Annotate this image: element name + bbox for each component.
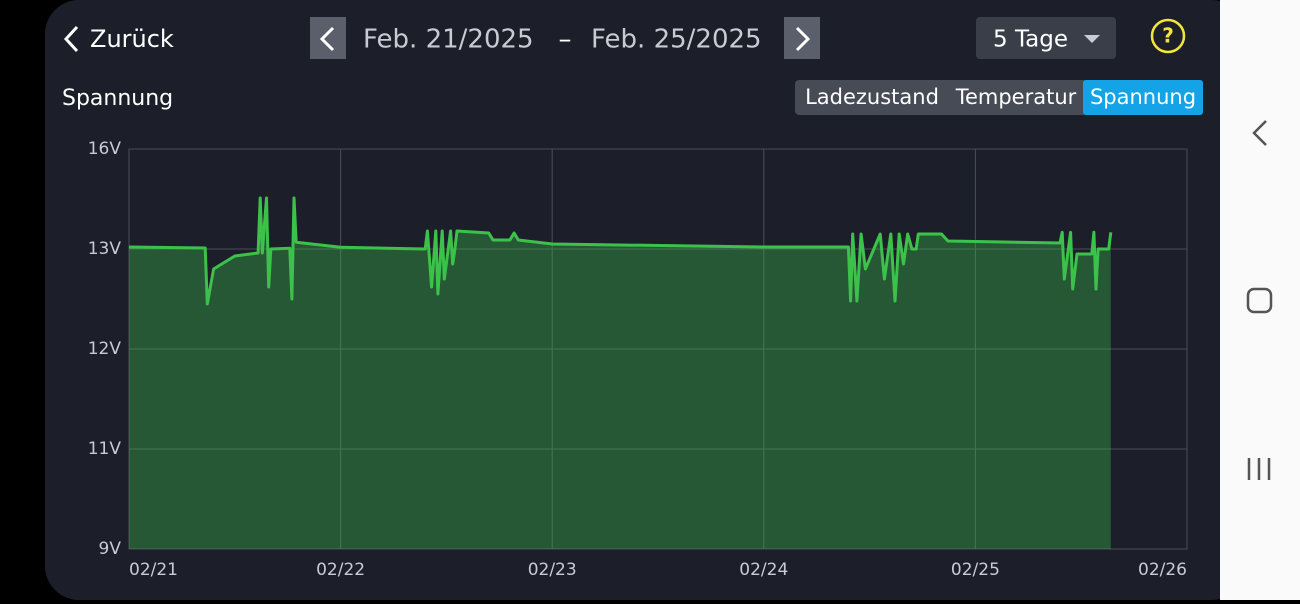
date-end: Feb. 25/2025: [591, 25, 762, 55]
back-button[interactable]: Zurück: [63, 25, 174, 53]
next-button[interactable]: [784, 17, 820, 59]
prev-button[interactable]: [310, 17, 346, 59]
help-icon[interactable]: ?: [1162, 24, 1174, 48]
x-tick-label: 02/21: [129, 560, 178, 580]
date-start: Feb. 21/2025: [363, 25, 534, 55]
help-button[interactable]: [1150, 18, 1186, 54]
prev-icon: [319, 26, 335, 52]
tab[interactable]: Spannung: [1090, 85, 1196, 109]
range-select[interactable]: [976, 17, 1116, 59]
chart: 9V 11V 12V 13V 16V 02/21 02/22 02/23 02/24 02/25 0…: [88, 139, 1188, 580]
nav-back[interactable]: [1252, 120, 1267, 146]
x-tick-label: 02/25: [951, 560, 1000, 580]
y-tick-label: 16V: [88, 139, 122, 159]
range-label[interactable]: 5 Tage: [993, 27, 1068, 53]
x-tick-label: 02/23: [528, 560, 577, 580]
area: [129, 198, 1111, 549]
tab[interactable]: Temperatur: [955, 85, 1077, 109]
nav-recent[interactable]: [1247, 458, 1271, 480]
line: [128, 196, 1113, 306]
y-tick-label: 11V: [88, 439, 122, 459]
next-icon: [795, 26, 811, 52]
x-tick-label: 02/24: [739, 560, 788, 580]
y-tick-label: 12V: [88, 339, 122, 359]
x-tick-label: 02/26: [1138, 560, 1187, 580]
y-tick-label: 13V: [88, 239, 122, 259]
x-tick-label: 02/22: [316, 560, 365, 580]
back-label[interactable]: Zurück: [90, 25, 174, 53]
nav-bar: [1220, 0, 1300, 600]
tab-active-bg: [1083, 80, 1203, 115]
tab[interactable]: Ladezustand: [805, 85, 939, 109]
y-tick-label: 9V: [99, 539, 122, 559]
date-separator: –: [559, 25, 572, 55]
dropdown-icon: [1084, 35, 1100, 43]
nav-home[interactable]: [1246, 287, 1273, 314]
chart-title: Spannung: [62, 86, 173, 111]
panel: [45, 0, 1245, 600]
tab-group: Ladezustand Temperatur Spannung: [795, 80, 1203, 115]
